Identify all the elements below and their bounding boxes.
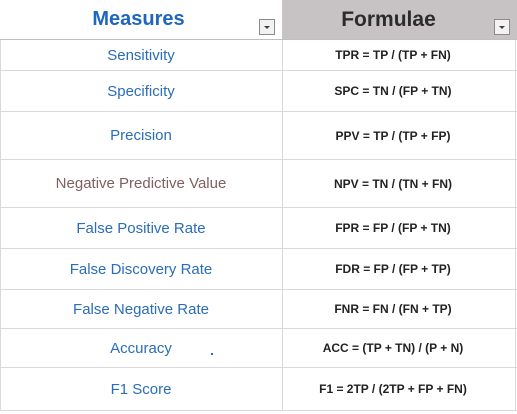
table-row: Precision PPV = TP / (TP + FP)	[0, 112, 517, 159]
table-row: Accuracy ACC = (TP + TN) / (P + N)	[0, 329, 517, 367]
formula-text: TPR = TP / (TP + FN)	[335, 48, 451, 62]
measure-cell[interactable]: F1 Score	[0, 368, 282, 410]
row-divider	[0, 159, 517, 160]
table-header: Measures Formulae	[0, 0, 517, 39]
row-divider	[0, 207, 517, 208]
formula-cell[interactable]: NPV = TN / (TN + FN)	[282, 160, 517, 207]
measure-cell[interactable]: False Positive Rate	[0, 208, 282, 248]
measure-name: Accuracy	[110, 339, 172, 357]
measure-cell[interactable]: Accuracy	[0, 329, 282, 367]
formula-cell[interactable]: PPV = TP / (TP + FP)	[282, 112, 517, 159]
row-divider	[0, 367, 517, 368]
measure-cell[interactable]: Precision	[0, 112, 282, 159]
measure-name: False Discovery Rate	[69, 260, 213, 278]
header-formulae-label: Formulae	[341, 7, 436, 31]
header-measures-label: Measures	[92, 8, 185, 30]
measures-filter-dropdown[interactable]	[259, 19, 275, 35]
measure-name: False Positive Rate	[76, 219, 206, 237]
row-divider	[0, 70, 517, 71]
header-formulae[interactable]: Formulae	[282, 0, 517, 39]
left-border	[0, 39, 1, 411]
formula-cell[interactable]: ACC = (TP + TN) / (P + N)	[282, 329, 517, 367]
column-divider	[282, 39, 283, 411]
measure-cell[interactable]: False Negative Rate	[0, 290, 282, 328]
formula-text: NPV = TN / (TN + FN)	[333, 176, 452, 191]
formula-cell[interactable]: F1 = 2TP / (2TP + FP + FN)	[282, 368, 517, 410]
measure-name: F1 Score	[110, 380, 172, 398]
formula-text: F1 = 2TP / (2TP + FP + FN)	[319, 382, 467, 396]
measure-name: Sensitivity	[107, 46, 175, 64]
measure-cell[interactable]: Sensitivity	[0, 40, 282, 70]
measure-cell[interactable]: False Discovery Rate	[0, 249, 282, 289]
table-row: False Positive Rate FPR = FP / (FP + TN)	[0, 208, 517, 248]
measure-cell[interactable]: Negative Predictive Value	[0, 160, 282, 207]
table-row: False Discovery Rate FDR = FP / (FP + TP…	[0, 249, 517, 289]
formula-cell[interactable]: FPR = FP / (FP + TN)	[282, 208, 517, 248]
row-divider	[0, 328, 517, 329]
table-row: False Negative Rate FNR = FN / (FN + TP)	[0, 290, 517, 328]
measure-name: Specificity	[107, 82, 175, 100]
right-border	[515, 39, 516, 411]
header-measures[interactable]: Measures	[0, 0, 282, 39]
measure-name: Precision	[110, 127, 172, 144]
measure-name: Negative Predictive Value	[55, 175, 227, 192]
row-divider	[0, 111, 517, 112]
chevron-down-icon	[264, 25, 270, 29]
formula-cell[interactable]: FDR = FP / (FP + TP)	[282, 249, 517, 289]
table-row: Sensitivity TPR = TP / (TP + FN)	[0, 40, 517, 70]
formula-text: FDR = FP / (FP + TP)	[335, 262, 451, 276]
formula-cell[interactable]: TPR = TP / (TP + FN)	[282, 40, 517, 70]
row-divider	[0, 39, 517, 40]
formula-text: FPR = FP / (FP + TN)	[335, 221, 451, 235]
row-divider	[0, 289, 517, 290]
formula-cell[interactable]: SPC = TN / (FP + TN)	[282, 71, 517, 111]
formula-text: FNR = FN / (FN + TP)	[334, 302, 452, 316]
row-divider	[0, 248, 517, 249]
formula-text: ACC = (TP + TN) / (P + N)	[322, 341, 464, 355]
measure-cell[interactable]: Specificity	[0, 71, 282, 111]
formula-text: SPC = TN / (FP + TN)	[334, 84, 452, 98]
stray-dot	[211, 353, 213, 355]
formula-cell[interactable]: FNR = FN / (FN + TP)	[282, 290, 517, 328]
row-divider	[0, 410, 517, 411]
table-row: Negative Predictive Value NPV = TN / (TN…	[0, 160, 517, 207]
table-row: F1 Score F1 = 2TP / (2TP + FP + FN)	[0, 368, 517, 410]
table-row: Specificity SPC = TN / (FP + TN)	[0, 71, 517, 111]
formulae-filter-dropdown[interactable]	[494, 19, 510, 35]
formula-text: PPV = TP / (TP + FP)	[335, 128, 451, 143]
chevron-down-icon	[499, 25, 505, 29]
measure-name: False Negative Rate	[73, 300, 209, 318]
